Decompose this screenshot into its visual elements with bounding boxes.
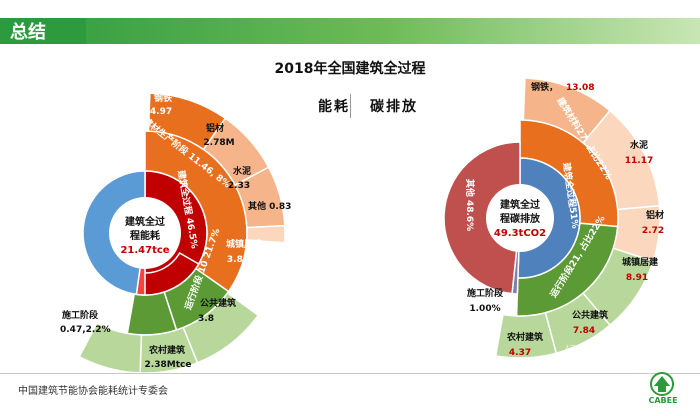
label-rural-value: 2.38Mtce xyxy=(145,360,192,370)
cabee-logo-icon xyxy=(650,372,674,396)
watermark: 绿色建筑研习社 xyxy=(565,344,657,358)
footer-org: 中国建筑节能协会能耗统计专委会 xyxy=(18,386,168,397)
center-disc xyxy=(486,184,554,252)
label-steel-value: 4.97 xyxy=(150,107,172,117)
header-bar: 总结 xyxy=(0,18,700,44)
title-divider xyxy=(350,94,351,118)
outer-other xyxy=(245,224,286,244)
center-line1: 建筑全过 xyxy=(124,215,165,228)
label-aluminum: 铝材 xyxy=(646,209,664,221)
label-public: 公共建筑 xyxy=(572,309,608,321)
center-line2: 程碳排放 xyxy=(500,212,541,225)
page-title: 2018年全国建筑全过程 xyxy=(274,61,426,77)
label-aluminum-value: 2.78M xyxy=(203,138,234,148)
label-other: 其他 48.6% xyxy=(464,179,476,231)
center-value: 21.47tce xyxy=(120,245,169,256)
label-rural-value: 4.37 xyxy=(509,348,531,358)
center-line1: 建筑全过 xyxy=(499,198,540,211)
energy-label: 能耗 xyxy=(318,99,350,115)
footer-divider xyxy=(0,373,700,374)
label-aluminum: 铝材 xyxy=(206,122,224,134)
outer-rural-building xyxy=(78,322,143,374)
label-cement: 水泥 xyxy=(233,165,251,177)
center-line2: 程能耗 xyxy=(130,229,160,242)
carbon-label: 碳排放 xyxy=(370,99,418,115)
center-disc xyxy=(109,197,181,269)
label-construction-value: 1.00% xyxy=(469,304,500,314)
label-rural: 农村建筑 xyxy=(148,344,185,356)
label-cement-value: 2.33 xyxy=(228,181,250,191)
label-construction-value: 0.47,2.2% xyxy=(60,325,111,335)
label-rural: 农村建筑 xyxy=(506,331,543,343)
center-value: 49.3tCO2 xyxy=(494,228,546,239)
label-construction: 施工阶段 xyxy=(467,287,504,299)
label-aluminum-value: 2.72 xyxy=(642,226,664,236)
label-urban-res: 城镇居建 xyxy=(622,256,659,268)
label-cement-value: 11.17 xyxy=(625,156,653,166)
label-construction: 施工阶段 xyxy=(62,309,99,321)
label-public-value: 3.8 xyxy=(198,314,214,324)
label-cement: 水泥 xyxy=(630,139,648,151)
label-urban-res-value: 3.83 xyxy=(227,255,249,265)
label-other: 其他 0.83 xyxy=(248,200,291,212)
label-urban-res: 城镇居建 xyxy=(226,238,263,250)
inner-other xyxy=(443,141,521,295)
label-steel: 钢铁， xyxy=(531,81,558,93)
label-public-value: 7.84 xyxy=(573,326,595,336)
label-steel: 钢铁 xyxy=(154,92,172,104)
label-steel-value: 13.08 xyxy=(566,83,594,93)
label-public: 公共建筑 xyxy=(200,297,236,309)
logo-text: CABEE xyxy=(648,396,678,405)
section-title: 总结 xyxy=(10,21,46,43)
label-urban-res-value: 8.91 xyxy=(626,273,648,283)
